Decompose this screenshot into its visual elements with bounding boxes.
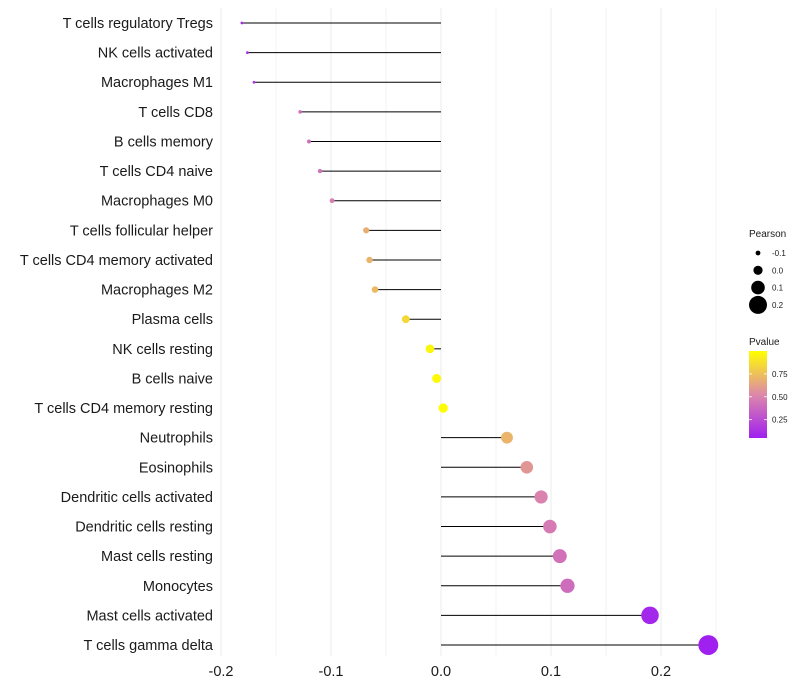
lollipop-point bbox=[543, 519, 557, 534]
category-label: B cells memory bbox=[114, 134, 214, 150]
lollipop-point bbox=[552, 549, 567, 564]
lollipop-point bbox=[401, 315, 410, 324]
lollipop-point bbox=[317, 168, 323, 174]
x-tick-label: -0.1 bbox=[319, 664, 344, 680]
lollipop-point bbox=[363, 227, 370, 234]
category-label: Mast cells activated bbox=[86, 608, 213, 624]
category-label: Eosinophils bbox=[139, 460, 213, 476]
category-label: Macrophages M2 bbox=[101, 283, 213, 299]
category-label: T cells CD4 memory resting bbox=[34, 401, 213, 417]
lollipop-point bbox=[560, 578, 575, 593]
legend-size-title: Pearson bbox=[749, 229, 786, 240]
legend-size-key bbox=[755, 250, 761, 256]
lollipop-point bbox=[501, 431, 513, 444]
lollipop-point bbox=[425, 344, 435, 354]
category-label: Plasma cells bbox=[132, 312, 213, 328]
category-label: T cells CD8 bbox=[138, 105, 213, 121]
category-label: T cells CD4 naive bbox=[100, 164, 213, 180]
category-label: Mast cells resting bbox=[101, 549, 213, 565]
category-label: T cells regulatory Tregs bbox=[63, 16, 213, 32]
lollipop-point bbox=[520, 460, 534, 474]
legend-size-key bbox=[749, 295, 767, 314]
lollipop-point bbox=[641, 606, 659, 625]
category-label: B cells naive bbox=[132, 371, 213, 387]
lollipop-point bbox=[432, 373, 442, 383]
category-label: NK cells activated bbox=[98, 46, 213, 62]
category-label: T cells CD4 memory activated bbox=[20, 253, 213, 269]
category-label: NK cells resting bbox=[112, 342, 213, 358]
category-label: Monocytes bbox=[143, 579, 213, 595]
legend-size-label: -0.1 bbox=[772, 249, 786, 258]
lollipop-point bbox=[246, 51, 249, 55]
legend-color-label: 0.25 bbox=[772, 416, 788, 425]
x-tick-label: 0.2 bbox=[651, 664, 671, 680]
legend-color-label: 0.75 bbox=[772, 370, 788, 379]
legend-color-title: Pvalue bbox=[749, 337, 780, 348]
legend-size-label: 0.1 bbox=[772, 284, 784, 293]
lollipop-point bbox=[534, 490, 548, 504]
legend-color-label: 0.50 bbox=[772, 393, 788, 402]
category-label: Dendritic cells activated bbox=[61, 490, 213, 506]
category-label: Neutrophils bbox=[140, 431, 213, 447]
category-label: Dendritic cells resting bbox=[75, 520, 213, 536]
lollipop-point bbox=[438, 403, 448, 413]
legend-size-key bbox=[753, 265, 763, 275]
lollipop-point bbox=[329, 198, 335, 204]
x-tick-label: 0.0 bbox=[431, 664, 451, 680]
lollipop-point bbox=[252, 80, 256, 84]
x-tick-label: -0.2 bbox=[209, 664, 234, 680]
lollipop-point bbox=[698, 635, 719, 655]
legend-size-label: 0.0 bbox=[772, 266, 784, 275]
legend-size-key bbox=[751, 280, 765, 295]
legend-color-bar bbox=[749, 351, 767, 438]
category-label: T cells gamma delta bbox=[84, 638, 214, 654]
category-label: Macrophages M1 bbox=[101, 75, 213, 91]
legend-size-label: 0.2 bbox=[772, 301, 784, 310]
category-label: Macrophages M0 bbox=[101, 194, 213, 210]
lollipop-point bbox=[371, 286, 379, 293]
lollipop-point bbox=[366, 256, 373, 264]
lollipop-point bbox=[298, 110, 302, 114]
x-tick-label: 0.1 bbox=[541, 664, 561, 680]
lollipop-point bbox=[307, 139, 311, 144]
lollipop-point bbox=[240, 21, 244, 25]
category-label: T cells follicular helper bbox=[70, 223, 213, 239]
